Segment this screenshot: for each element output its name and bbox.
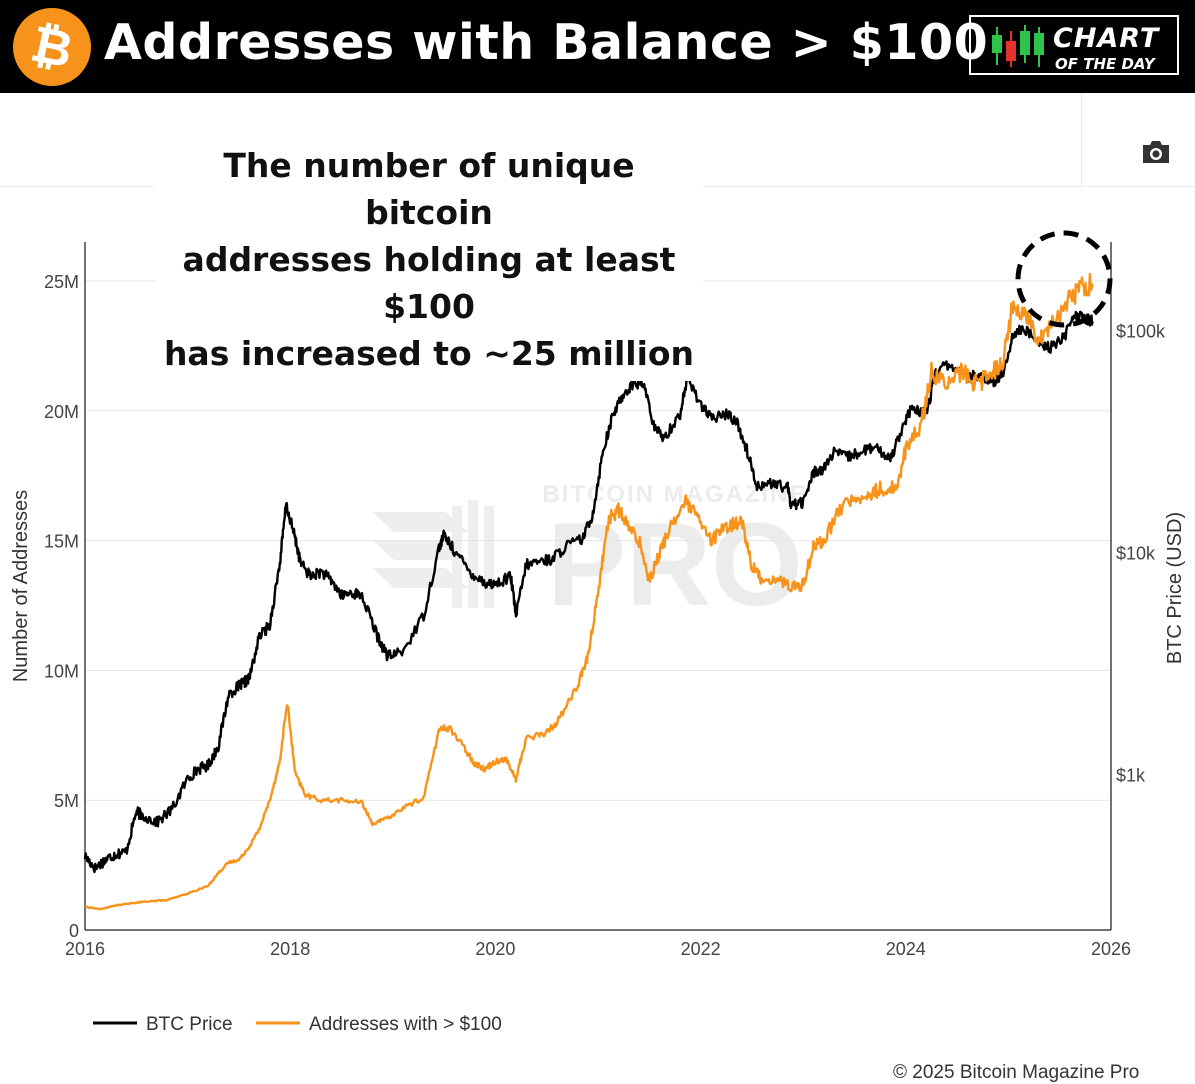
modebar-divider — [1081, 93, 1082, 186]
x-tick-label: 2018 — [270, 939, 310, 959]
x-tick-label: 2022 — [681, 939, 721, 959]
series-group — [83, 272, 1094, 911]
annotation-line1: The number of unique bitcoin — [223, 146, 635, 232]
page-title: Addresses with Balance > $100 — [104, 14, 989, 71]
legend-label: Addresses with > $100 — [309, 1014, 502, 1035]
y-tick-right-label: $100k — [1116, 321, 1166, 341]
addresses-line — [84, 272, 1094, 911]
highlight-circle — [1015, 230, 1113, 328]
legend: BTC Price Addresses with > $100 — [93, 1014, 502, 1035]
y-tick-left-label: 15M — [44, 532, 79, 552]
annotation-box: The number of unique bitcoin addresses h… — [155, 142, 703, 381]
y-tick-left-label: 0 — [69, 921, 79, 941]
btc-price-line — [83, 310, 1094, 874]
axes: 0 5M 10M 15M 20M 25M $1k $10k $100k 2016 2018 2020 2… — [44, 242, 1166, 959]
legend-label: BTC Price — [146, 1014, 233, 1035]
y-tick-right-label: $10k — [1116, 544, 1156, 564]
camera-icon[interactable] — [1141, 139, 1171, 170]
candlestick-icon — [992, 25, 1044, 67]
x-tick-label: 2024 — [886, 939, 926, 959]
header-bar: ₿ Addresses with Balance > $100 CHART OF… — [0, 0, 1195, 93]
y-axis-left-label: Number of Addresses — [10, 490, 32, 682]
footer-credit: © 2025 Bitcoin Magazine Pro — [893, 1062, 1140, 1083]
badge-line2: OF THE DAY — [1055, 55, 1155, 73]
y-tick-right-label: $1k — [1116, 766, 1146, 786]
x-tick-label: 2026 — [1091, 939, 1131, 959]
chart-of-the-day-badge: CHART OF THE DAY — [969, 15, 1179, 75]
watermark: BITCOIN MAGAZINE PRO — [372, 481, 806, 631]
badge-line1: CHART — [1053, 23, 1160, 54]
watermark-logo-icon — [372, 500, 494, 608]
annotation-line3: has increased to ~25 million — [163, 334, 695, 373]
y-tick-left-label: 20M — [44, 402, 79, 422]
x-tick-label: 2020 — [475, 939, 515, 959]
y-tick-left-label: 5M — [54, 791, 79, 811]
y-axis-right-label: BTC Price (USD) — [1164, 512, 1186, 664]
bitcoin-logo-icon: ₿ — [13, 8, 91, 86]
annotation-line2: addresses holding at least $100 — [182, 240, 676, 326]
y-tick-left-label: 25M — [44, 272, 79, 292]
x-tick-label: 2016 — [65, 939, 105, 959]
y-tick-left-label: 10M — [44, 661, 79, 681]
